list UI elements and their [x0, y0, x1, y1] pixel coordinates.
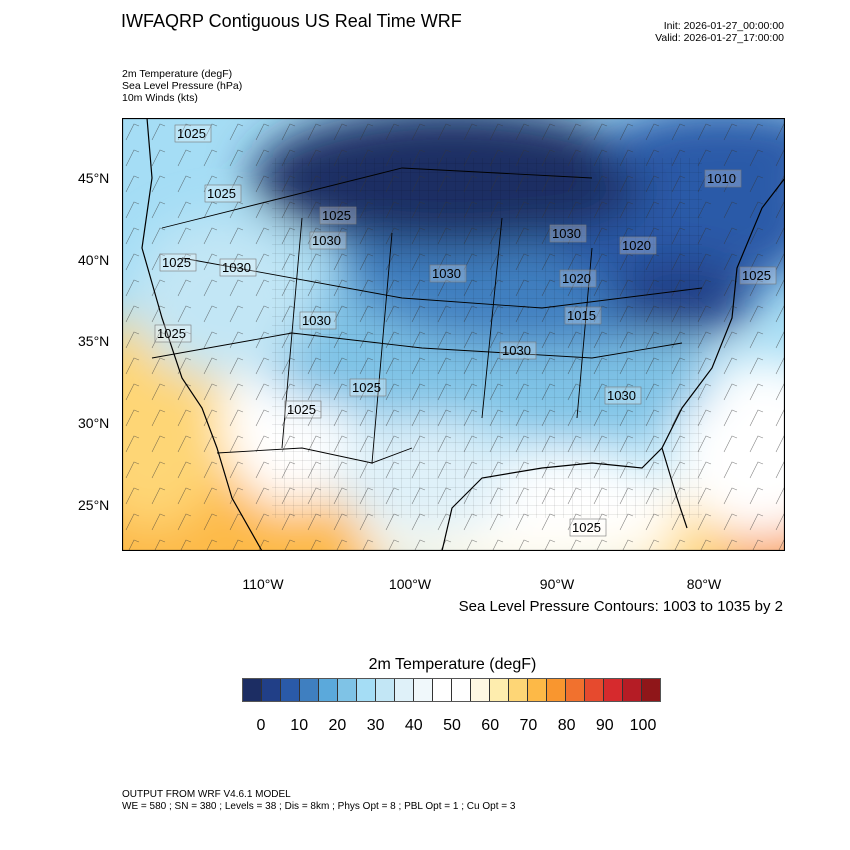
lat-tick-35: 35°N — [78, 333, 110, 349]
pressure-label: 1010 — [707, 171, 736, 186]
lat-tick-45: 45°N — [78, 170, 110, 186]
colorbar-swatch — [566, 679, 585, 701]
contour-note: Sea Level Pressure Contours: 1003 to 103… — [458, 598, 783, 615]
field-list: 2m Temperature (degF) Sea Level Pressure… — [122, 68, 242, 104]
colorbar-swatch — [642, 679, 660, 701]
model-settings: WE = 580 ; SN = 380 ; Levels = 38 ; Dis … — [122, 801, 516, 812]
lat-tick-30: 30°N — [78, 415, 110, 431]
valid-time: Valid: 2026-01-27_17:00:00 — [655, 32, 784, 44]
map-frame — [122, 118, 785, 551]
colorbar-swatch — [414, 679, 433, 701]
colorbar-swatch — [623, 679, 642, 701]
colorbar-swatch — [604, 679, 623, 701]
colorbar-label: 100 — [629, 717, 657, 734]
colorbar-swatch — [547, 679, 566, 701]
colorbar-swatch — [471, 679, 490, 701]
colorbar-swatch — [528, 679, 547, 701]
colorbar-label: 50 — [443, 717, 461, 734]
pressure-label: 1030 — [552, 226, 581, 241]
lat-tick-25: 25°N — [78, 497, 110, 513]
colorbar-swatch — [319, 679, 338, 701]
state-borders — [151, 167, 703, 464]
pressure-label: 1025 — [322, 208, 351, 223]
colorbar-label: 70 — [519, 717, 538, 734]
colorbar-label: 10 — [290, 717, 309, 734]
colorbar-swatch — [281, 679, 300, 701]
pressure-label: 1030 — [502, 343, 531, 358]
colorbar-swatch — [300, 679, 319, 701]
pressure-contour-labels: 1025 1025 1025 1025 1025 1025 1025 1025 1030 1030… — [154, 124, 777, 537]
pressure-label: 1025 — [162, 255, 191, 270]
pressure-label: 1025 — [157, 326, 186, 341]
pressure-label: 1030 — [432, 266, 461, 281]
temperature-field: 1025 1025 1025 1025 1025 1025 1025 1025 1030 1030… — [122, 118, 785, 551]
colorbar-swatch — [433, 679, 452, 701]
pressure-label: 1020 — [562, 271, 591, 286]
colorbar-label: 60 — [481, 717, 500, 734]
colorbar-label: 30 — [366, 717, 385, 734]
lon-tick-100w: 100°W — [388, 576, 432, 592]
pressure-label: 1025 — [572, 520, 601, 535]
colorbar-swatch — [490, 679, 509, 701]
field-pressure: Sea Level Pressure (hPa) — [122, 80, 243, 92]
plot-title: IWFAQRP Contiguous US Real Time WRF — [121, 11, 462, 31]
colorbar-label: 90 — [595, 717, 614, 734]
colorbar-label: 80 — [557, 717, 576, 734]
colorbar-swatch — [395, 679, 414, 701]
colorbar-swatch — [357, 679, 376, 701]
colorbar — [242, 678, 661, 702]
pressure-label: 1030 — [312, 233, 341, 248]
pressure-label: 1025 — [207, 186, 236, 201]
init-time: Init: 2026-01-27_00:00:00 — [663, 20, 784, 32]
pressure-label: 1025 — [352, 380, 381, 395]
pressure-label: 1025 — [742, 268, 771, 283]
pressure-label: 1015 — [567, 308, 596, 323]
pressure-label: 1030 — [607, 388, 636, 403]
colorbar-label: 0 — [256, 717, 266, 734]
lon-tick-110w: 110°W — [242, 576, 284, 592]
pressure-label: 1025 — [287, 402, 316, 417]
lat-tick-40: 40°N — [78, 252, 110, 268]
time-info: Init: 2026-01-27_00:00:00 Valid: 2026-01… — [655, 20, 784, 44]
colorbar-swatch — [585, 679, 604, 701]
field-winds: 10m Winds (kts) — [122, 92, 198, 104]
colorbar-swatch — [243, 679, 262, 701]
pressure-label: 1025 — [177, 126, 206, 141]
model-info: OUTPUT FROM WRF V4.6.1 MODEL WE = 580 ; … — [122, 789, 515, 813]
colorbar-title: 2m Temperature (degF) — [368, 656, 537, 673]
model-version: OUTPUT FROM WRF V4.6.1 MODEL — [122, 789, 291, 800]
colorbar-swatch — [262, 679, 281, 701]
colorbar-swatch — [376, 679, 395, 701]
field-temperature: 2m Temperature (degF) — [122, 68, 233, 80]
colorbar-swatch — [509, 679, 528, 701]
colorbar-swatch — [452, 679, 471, 701]
pressure-label: 1020 — [622, 238, 651, 253]
coastlines — [141, 118, 785, 551]
lon-tick-80w: 80°W — [686, 576, 722, 592]
pressure-label: 1030 — [302, 313, 331, 328]
pressure-label: 1030 — [222, 260, 251, 275]
colorbar-label: 20 — [328, 717, 347, 734]
colorbar-label: 40 — [404, 717, 423, 734]
colorbar-swatch — [338, 679, 357, 701]
lon-tick-90w: 90°W — [539, 576, 575, 592]
weather-map: 1025 1025 1025 1025 1025 1025 1025 1025 1030 1030… — [122, 118, 785, 551]
